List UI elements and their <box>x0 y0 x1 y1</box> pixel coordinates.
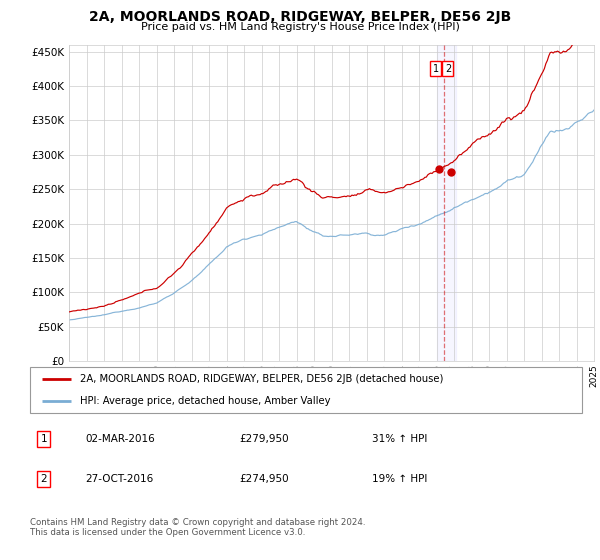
Text: 1: 1 <box>433 64 439 74</box>
Text: 2A, MOORLANDS ROAD, RIDGEWAY, BELPER, DE56 2JB: 2A, MOORLANDS ROAD, RIDGEWAY, BELPER, DE… <box>89 10 511 24</box>
Text: 2A, MOORLANDS ROAD, RIDGEWAY, BELPER, DE56 2JB (detached house): 2A, MOORLANDS ROAD, RIDGEWAY, BELPER, DE… <box>80 374 443 384</box>
Text: 31% ↑ HPI: 31% ↑ HPI <box>372 434 428 444</box>
Text: £274,950: £274,950 <box>240 474 289 484</box>
Text: 02-MAR-2016: 02-MAR-2016 <box>85 434 155 444</box>
FancyBboxPatch shape <box>30 367 582 413</box>
Text: 27-OCT-2016: 27-OCT-2016 <box>85 474 154 484</box>
Bar <box>437 45 456 361</box>
Text: 2: 2 <box>40 474 47 484</box>
Text: Price paid vs. HM Land Registry's House Price Index (HPI): Price paid vs. HM Land Registry's House … <box>140 22 460 32</box>
Text: 1: 1 <box>40 434 47 444</box>
Text: Contains HM Land Registry data © Crown copyright and database right 2024.
This d: Contains HM Land Registry data © Crown c… <box>30 518 365 538</box>
Text: £279,950: £279,950 <box>240 434 289 444</box>
Text: HPI: Average price, detached house, Amber Valley: HPI: Average price, detached house, Ambe… <box>80 396 330 406</box>
Text: 19% ↑ HPI: 19% ↑ HPI <box>372 474 428 484</box>
Text: 2: 2 <box>445 64 451 74</box>
